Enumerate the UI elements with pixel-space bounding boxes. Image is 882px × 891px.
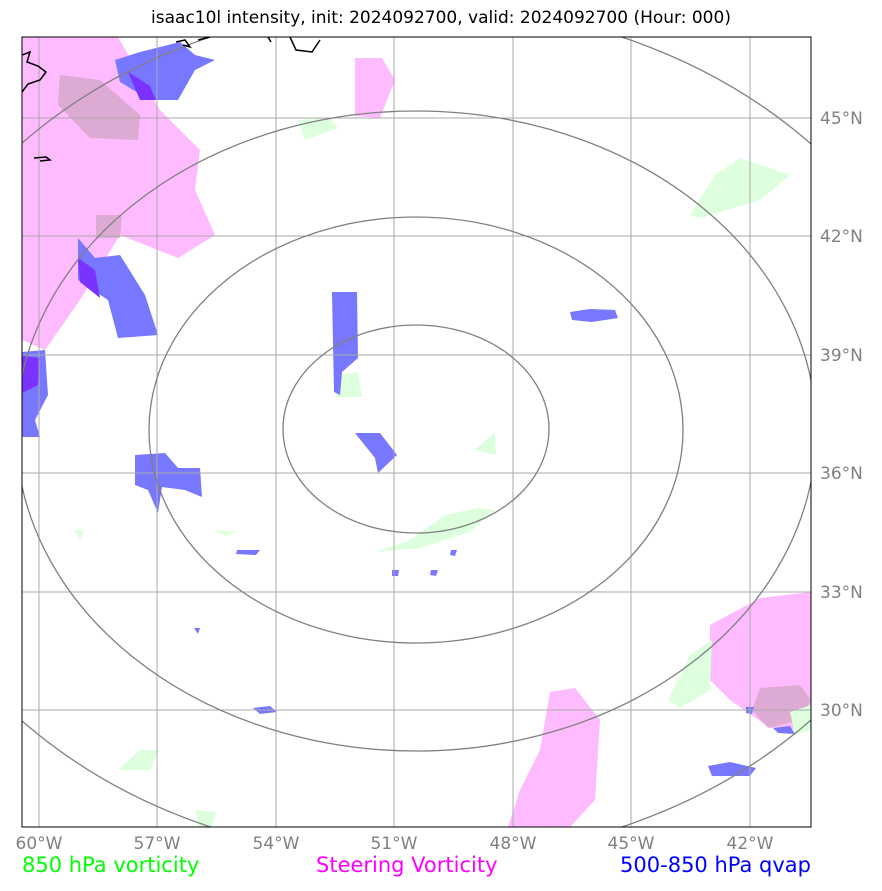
map-gridlines bbox=[22, 37, 811, 827]
lon-label: 60°W bbox=[16, 834, 63, 854]
legend-850hpa-vorticity: 850 hPa vorticity bbox=[22, 853, 200, 877]
map-frame bbox=[21, 36, 812, 828]
lat-label: 45°N bbox=[820, 109, 863, 129]
range-rings bbox=[22, 37, 811, 827]
map-title: isaac10l intensity, init: 2024092700, va… bbox=[151, 8, 731, 28]
lon-label: 45°W bbox=[608, 834, 655, 854]
lat-label: 42°N bbox=[820, 227, 863, 247]
lon-label: 42°W bbox=[727, 834, 774, 854]
steering-vorticity-fills bbox=[22, 37, 811, 827]
map-plot-area bbox=[22, 37, 811, 827]
lat-label: 33°N bbox=[820, 583, 863, 603]
legend-steering-vorticity: Steering Vorticity bbox=[316, 853, 498, 877]
legend-qvap: 500-850 hPa qvap bbox=[620, 853, 811, 877]
latitude-labels: 45°N 42°N 39°N 36°N 33°N 30°N bbox=[820, 109, 863, 721]
coastline bbox=[22, 37, 321, 162]
lon-label: 57°W bbox=[134, 834, 181, 854]
longitude-labels: 60°W 57°W 54°W 51°W 48°W 45°W 42°W bbox=[16, 834, 774, 854]
lon-label: 51°W bbox=[371, 834, 418, 854]
lat-label: 30°N bbox=[820, 701, 863, 721]
lat-label: 39°N bbox=[820, 346, 863, 366]
lat-label: 36°N bbox=[820, 464, 863, 484]
vorticity-fills bbox=[74, 118, 811, 827]
lon-label: 48°W bbox=[490, 834, 537, 854]
lon-label: 54°W bbox=[253, 834, 300, 854]
qvap-steering-overlap-fills bbox=[22, 72, 156, 393]
